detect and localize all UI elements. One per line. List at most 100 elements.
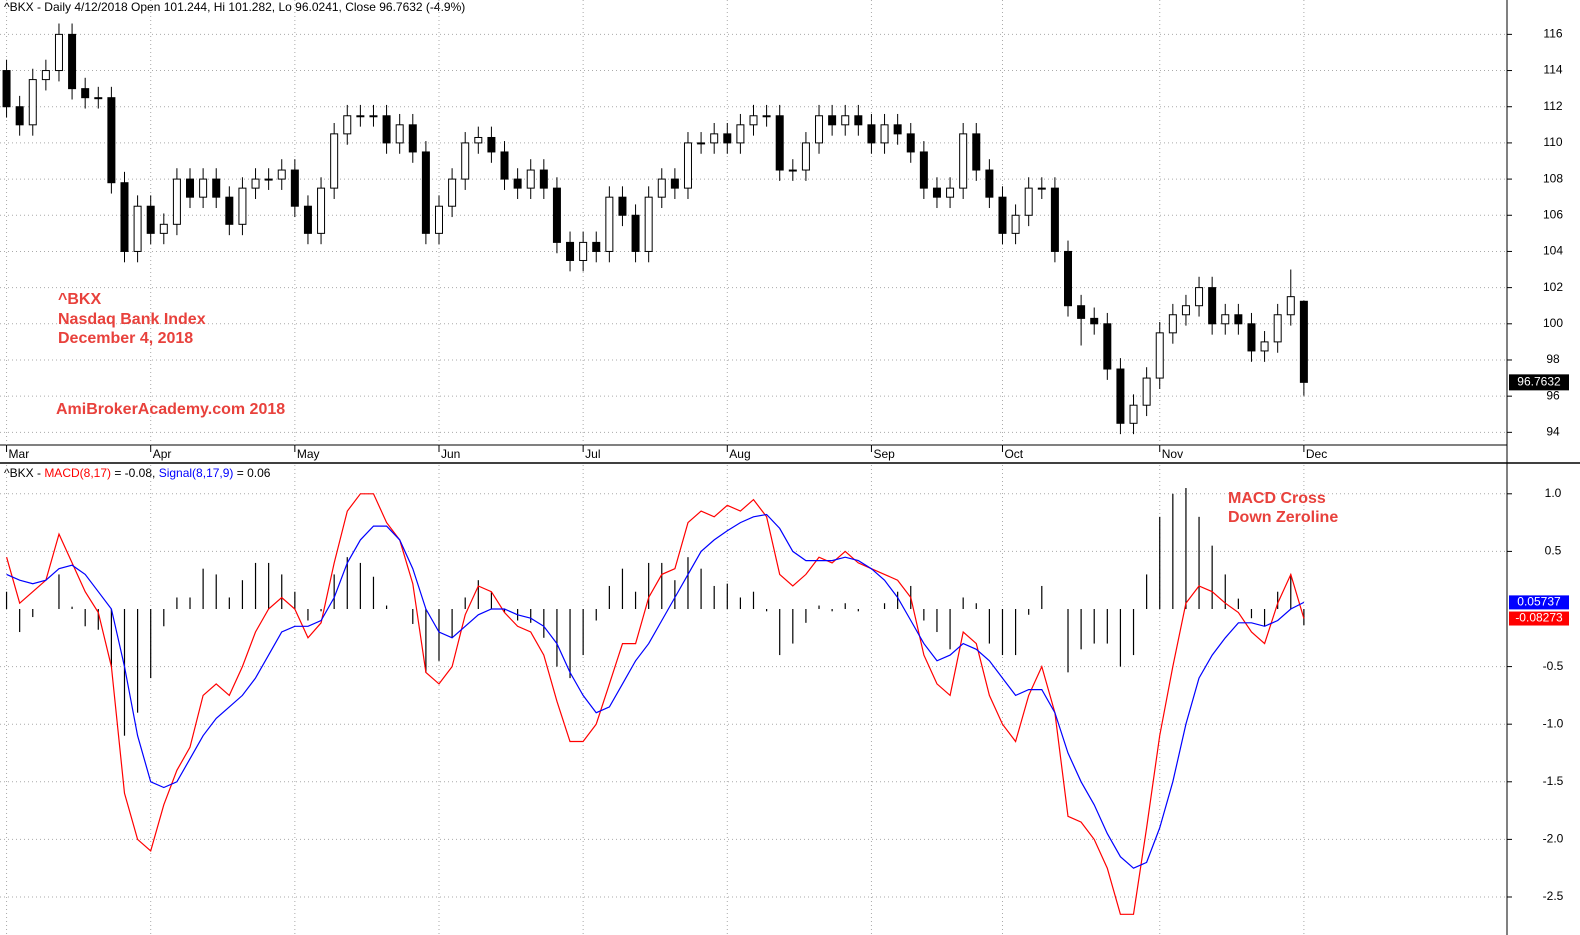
candle-body [893, 124, 902, 135]
x-tick-label: Jun [441, 447, 460, 461]
candle-body [946, 187, 955, 198]
series-line [6, 493, 1305, 915]
candle-body [972, 133, 981, 171]
x-tick-label: Mar [9, 447, 30, 461]
x-tick-label: Nov [1162, 447, 1183, 461]
candle-body [28, 79, 37, 126]
candle-body [448, 178, 457, 207]
candle-body [1155, 332, 1164, 379]
candle-body [801, 142, 810, 171]
candle-body [1077, 305, 1086, 319]
candle-body [1181, 305, 1190, 316]
annotation: AmiBrokerAcademy.com 2018 [56, 401, 285, 418]
y-tick-label: 114 [1543, 63, 1562, 77]
candle-body [186, 178, 195, 198]
candle-body [356, 115, 365, 118]
candle-body [710, 133, 719, 144]
candle-body [172, 178, 181, 225]
candle-body [133, 205, 142, 252]
candle-body [552, 187, 561, 243]
candle-body [998, 196, 1007, 234]
candle-body [1024, 187, 1033, 216]
candle-body [985, 169, 994, 198]
candle-body [841, 115, 850, 126]
candle-body [251, 178, 260, 189]
chart-title: ^BKX - Daily 4/12/2018 Open 101.244, Hi … [4, 0, 465, 14]
candle-body [579, 241, 588, 261]
candle-body [41, 70, 50, 81]
candle-body [683, 142, 692, 189]
candle-body [854, 115, 863, 126]
candle-body [81, 88, 90, 99]
last-value-label: -0.08273 [1515, 611, 1563, 625]
candle-body [592, 241, 601, 252]
candle-body [264, 178, 273, 181]
x-tick-label: Oct [1004, 447, 1023, 461]
last-price-label: 96.7632 [1517, 375, 1561, 389]
candle-body [120, 182, 129, 252]
candle-body [395, 124, 404, 144]
candle-body [1129, 404, 1138, 424]
candle-body [670, 178, 679, 189]
y-tick-label: 110 [1543, 135, 1562, 149]
macd-header: ^BKX - MACD(8,17) = -0.08, Signal(8,17,9… [4, 466, 271, 480]
y-tick-label: 112 [1543, 99, 1562, 113]
candle-body [539, 169, 548, 189]
candle-body [2, 70, 11, 108]
y-tick-label: 96 [1546, 388, 1560, 402]
candle-body [513, 178, 522, 189]
candle-body [303, 205, 312, 234]
legend-entry: MACD(8,17) [44, 466, 111, 480]
candle-body [723, 133, 732, 144]
x-tick-label: Apr [153, 447, 172, 461]
candle-body [1299, 300, 1308, 383]
header-part: = 0.06 [233, 466, 270, 480]
candle-body [788, 169, 797, 172]
header-part: ^BKX - [4, 466, 44, 480]
candle-body [906, 133, 915, 153]
y-tick-label: -1.5 [1543, 774, 1564, 788]
candle-body [382, 115, 391, 144]
candle-body [867, 124, 876, 144]
candle-body [1116, 368, 1125, 424]
y-tick-label: 100 [1543, 316, 1563, 330]
candle-body [1050, 187, 1059, 252]
annotation: MACD Cross [1228, 490, 1326, 507]
candle-body [815, 115, 824, 144]
candle-body [959, 133, 968, 189]
candle-body [317, 187, 326, 234]
x-tick-label: Aug [729, 447, 750, 461]
candle-body [1234, 314, 1243, 325]
last-value-tag [1509, 595, 1569, 610]
candle-body [225, 196, 234, 225]
annotation: ^BKX [58, 291, 101, 308]
candle-body [15, 106, 24, 126]
header-part: = -0.08, [111, 466, 159, 480]
candle-body [736, 124, 745, 144]
candle-body [1195, 287, 1204, 307]
series-line [6, 513, 1305, 869]
candle-body [54, 33, 63, 72]
candle-body [1247, 323, 1256, 352]
candle-body [932, 187, 941, 198]
candle-body [1064, 250, 1073, 307]
candle-body [919, 151, 928, 189]
candle-body [369, 115, 378, 118]
candle-body [343, 115, 352, 135]
candle-body [212, 178, 221, 198]
candle-body [434, 205, 443, 234]
candle-body [238, 187, 247, 225]
y-tick-label: -2.0 [1543, 832, 1564, 846]
candle-body [330, 133, 339, 189]
y-tick-label: 98 [1546, 352, 1560, 366]
y-tick-label: 106 [1543, 207, 1563, 221]
candle-body [1273, 314, 1282, 343]
last-value-label: 0.05737 [1517, 595, 1561, 609]
candle-body [1208, 287, 1217, 325]
candle-body [526, 169, 535, 189]
candle-body [290, 169, 299, 207]
candle-body [697, 142, 706, 145]
x-tick-label: Jul [585, 447, 600, 461]
candle-body [1011, 214, 1020, 234]
